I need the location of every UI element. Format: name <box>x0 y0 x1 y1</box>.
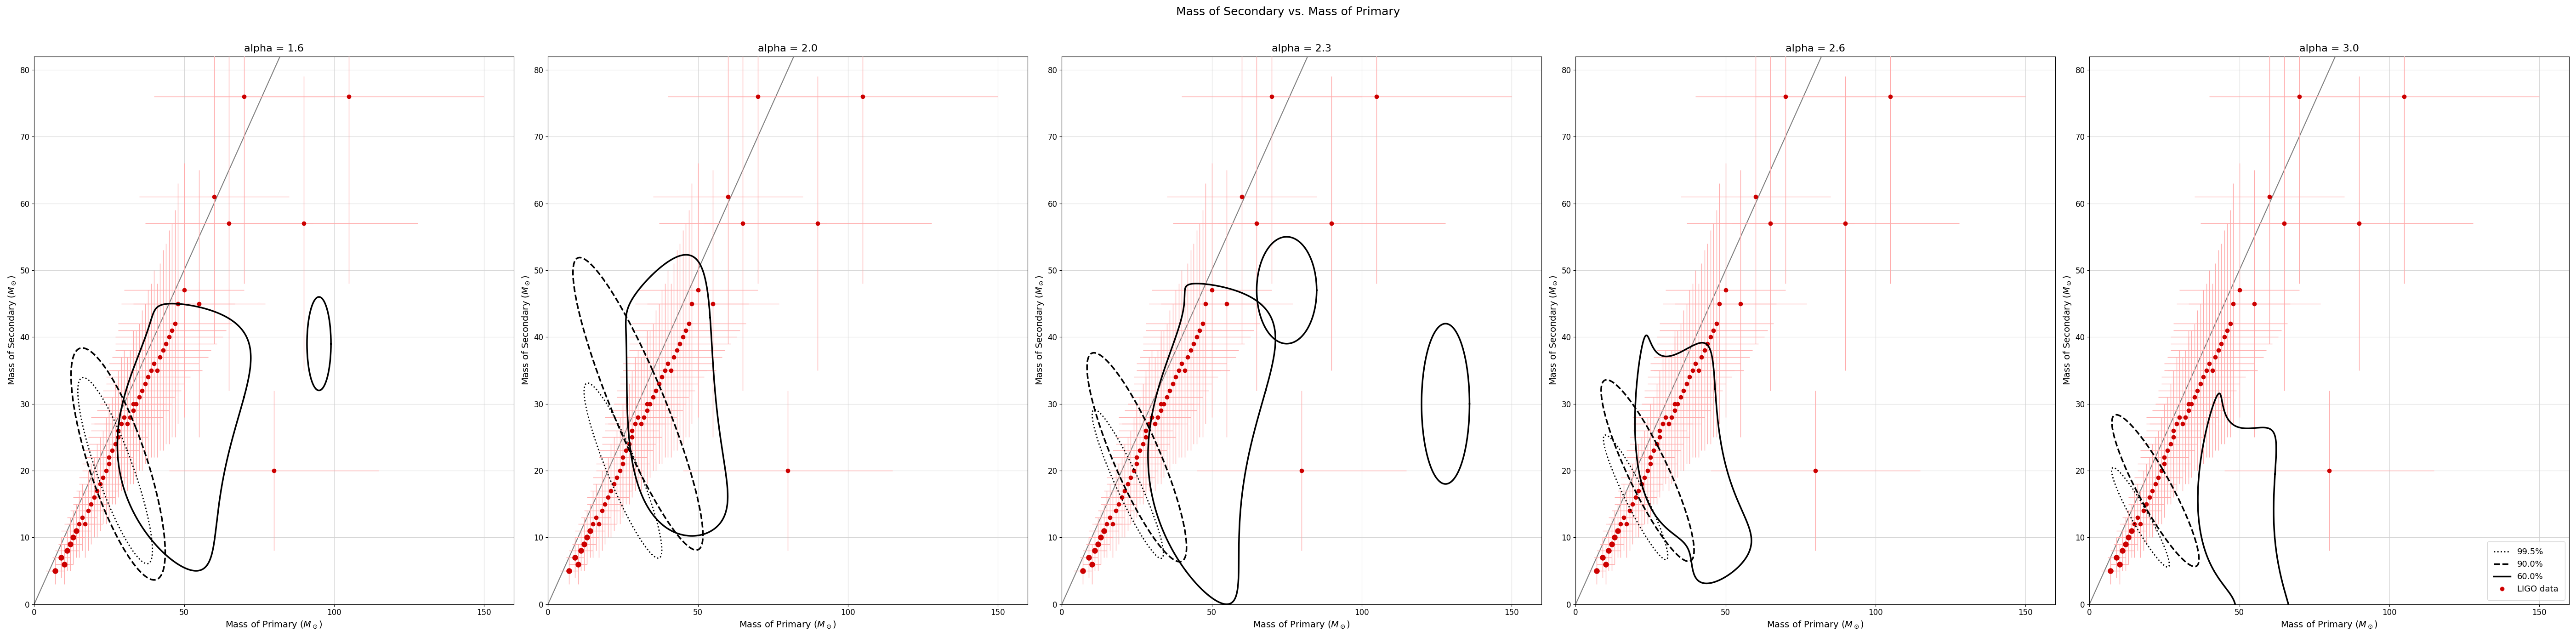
Y-axis label: Mass of Secondary ($M_\odot$): Mass of Secondary ($M_\odot$) <box>1036 275 1046 385</box>
Title: alpha = 2.0: alpha = 2.0 <box>757 44 817 53</box>
Title: alpha = 2.3: alpha = 2.3 <box>1273 44 1332 53</box>
Title: alpha = 2.6: alpha = 2.6 <box>1785 44 1844 53</box>
X-axis label: Mass of Primary ($M_\odot$): Mass of Primary ($M_\odot$) <box>739 620 837 630</box>
Y-axis label: Mass of Secondary ($M_\odot$): Mass of Secondary ($M_\odot$) <box>2063 275 2074 385</box>
Y-axis label: Mass of Secondary ($M_\odot$): Mass of Secondary ($M_\odot$) <box>520 275 531 385</box>
X-axis label: Mass of Primary ($M_\odot$): Mass of Primary ($M_\odot$) <box>224 620 322 630</box>
Y-axis label: Mass of Secondary ($M_\odot$): Mass of Secondary ($M_\odot$) <box>8 275 18 385</box>
Title: alpha = 1.6: alpha = 1.6 <box>245 44 304 53</box>
Text: Mass of Secondary vs. Mass of Primary: Mass of Secondary vs. Mass of Primary <box>1177 6 1399 17</box>
Title: alpha = 3.0: alpha = 3.0 <box>2300 44 2360 53</box>
X-axis label: Mass of Primary ($M_\odot$): Mass of Primary ($M_\odot$) <box>1767 620 1865 630</box>
Y-axis label: Mass of Secondary ($M_\odot$): Mass of Secondary ($M_\odot$) <box>1548 275 1558 385</box>
X-axis label: Mass of Primary ($M_\odot$): Mass of Primary ($M_\odot$) <box>2280 620 2378 630</box>
Legend: 99.5%, 90.0%, 60.0%, LIGO data: 99.5%, 90.0%, 60.0%, LIGO data <box>2488 541 2566 600</box>
X-axis label: Mass of Primary ($M_\odot$): Mass of Primary ($M_\odot$) <box>1252 620 1350 630</box>
